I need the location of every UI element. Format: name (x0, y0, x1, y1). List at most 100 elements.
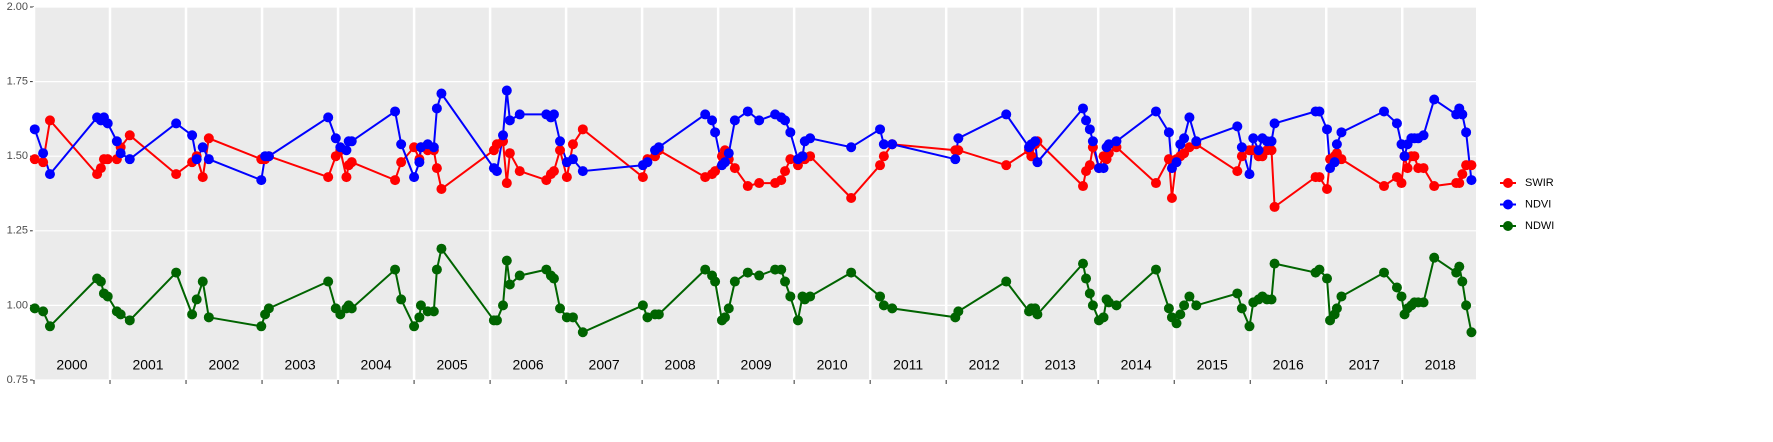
data-point (1429, 94, 1440, 105)
data-point (1461, 300, 1472, 311)
data-point (95, 163, 106, 174)
data-point (1103, 139, 1114, 150)
y-tick-label: 1.75 (7, 76, 28, 88)
data-point (431, 264, 442, 275)
data-point (1454, 261, 1465, 272)
data-point (102, 154, 113, 165)
data-point (846, 142, 857, 153)
data-point (38, 148, 49, 159)
data-point (171, 118, 182, 129)
data-point (561, 172, 572, 183)
data-point (548, 166, 559, 177)
data-point (115, 309, 126, 320)
data-point (115, 148, 126, 159)
data-point (875, 124, 886, 135)
data-point (776, 264, 787, 275)
data-point (878, 151, 889, 162)
x-tick-label: 2013 (1045, 357, 1076, 373)
data-point (341, 172, 352, 183)
data-point (409, 321, 420, 332)
data-point (1418, 163, 1429, 174)
data-point (1032, 157, 1043, 168)
data-point (1409, 151, 1420, 162)
data-point (785, 127, 796, 138)
data-point (501, 85, 512, 96)
y-tick-label: 1.25 (7, 225, 28, 237)
data-point (1111, 136, 1122, 147)
x-tick-label: 2002 (208, 357, 239, 373)
data-point (1244, 321, 1255, 332)
data-point (637, 300, 648, 311)
data-point (102, 118, 113, 129)
data-point (346, 157, 357, 168)
data-point (197, 142, 208, 153)
data-point (805, 151, 816, 162)
data-point (1030, 136, 1041, 147)
data-point (44, 115, 55, 126)
data-point (1266, 145, 1277, 156)
data-point (38, 157, 49, 168)
data-point (95, 276, 106, 287)
data-point (1171, 157, 1182, 168)
data-point (797, 151, 808, 162)
x-tick-label: 2012 (969, 357, 1000, 373)
data-point (875, 291, 886, 302)
y-tick-label: 0.75 (7, 374, 28, 386)
data-point (555, 145, 566, 156)
data-point (38, 306, 49, 317)
x-tick-label: 2009 (741, 357, 772, 373)
data-point (1457, 169, 1468, 180)
data-point (1078, 103, 1089, 114)
data-point (1150, 178, 1161, 189)
data-point (1078, 258, 1089, 269)
data-point (171, 169, 182, 180)
data-point (504, 115, 515, 126)
data-point (1248, 133, 1259, 144)
data-point (1396, 291, 1407, 302)
data-point (1379, 181, 1390, 192)
data-point (1084, 160, 1095, 171)
x-tick-label: 2014 (1121, 357, 1152, 373)
data-point (1084, 288, 1095, 299)
data-point (567, 154, 578, 165)
data-point (577, 166, 588, 177)
legend-key (1503, 178, 1513, 188)
data-point (642, 157, 653, 168)
data-point (1399, 151, 1410, 162)
data-point (323, 172, 334, 183)
data-point (1396, 178, 1407, 189)
data-point (1111, 300, 1122, 311)
data-point (1466, 175, 1477, 186)
data-point (514, 270, 525, 281)
data-point (263, 151, 274, 162)
data-point (414, 312, 425, 323)
data-point (1322, 273, 1333, 284)
data-point (1098, 163, 1109, 174)
data-point (29, 303, 40, 314)
data-point (1314, 172, 1325, 183)
x-tick-label: 2000 (56, 357, 87, 373)
data-point (1269, 201, 1280, 212)
data-point (1466, 160, 1477, 171)
data-point (1163, 154, 1174, 165)
data-point (1001, 160, 1012, 171)
data-point (330, 133, 341, 144)
data-point (491, 315, 502, 326)
data-point (346, 303, 357, 314)
data-point (1331, 303, 1342, 314)
data-point (514, 166, 525, 177)
data-point (390, 264, 401, 275)
data-point (710, 166, 721, 177)
y-tick-label: 2.00 (7, 1, 28, 13)
x-tick-label: 2005 (437, 357, 468, 373)
data-point (396, 157, 407, 168)
data-point (1179, 300, 1190, 311)
data-point (1166, 192, 1177, 203)
data-point (1232, 166, 1243, 177)
data-point (504, 148, 515, 159)
data-point (396, 294, 407, 305)
x-tick-label: 2010 (817, 357, 848, 373)
data-point (256, 175, 267, 186)
data-point (431, 103, 442, 114)
x-tick-label: 2018 (1425, 357, 1456, 373)
